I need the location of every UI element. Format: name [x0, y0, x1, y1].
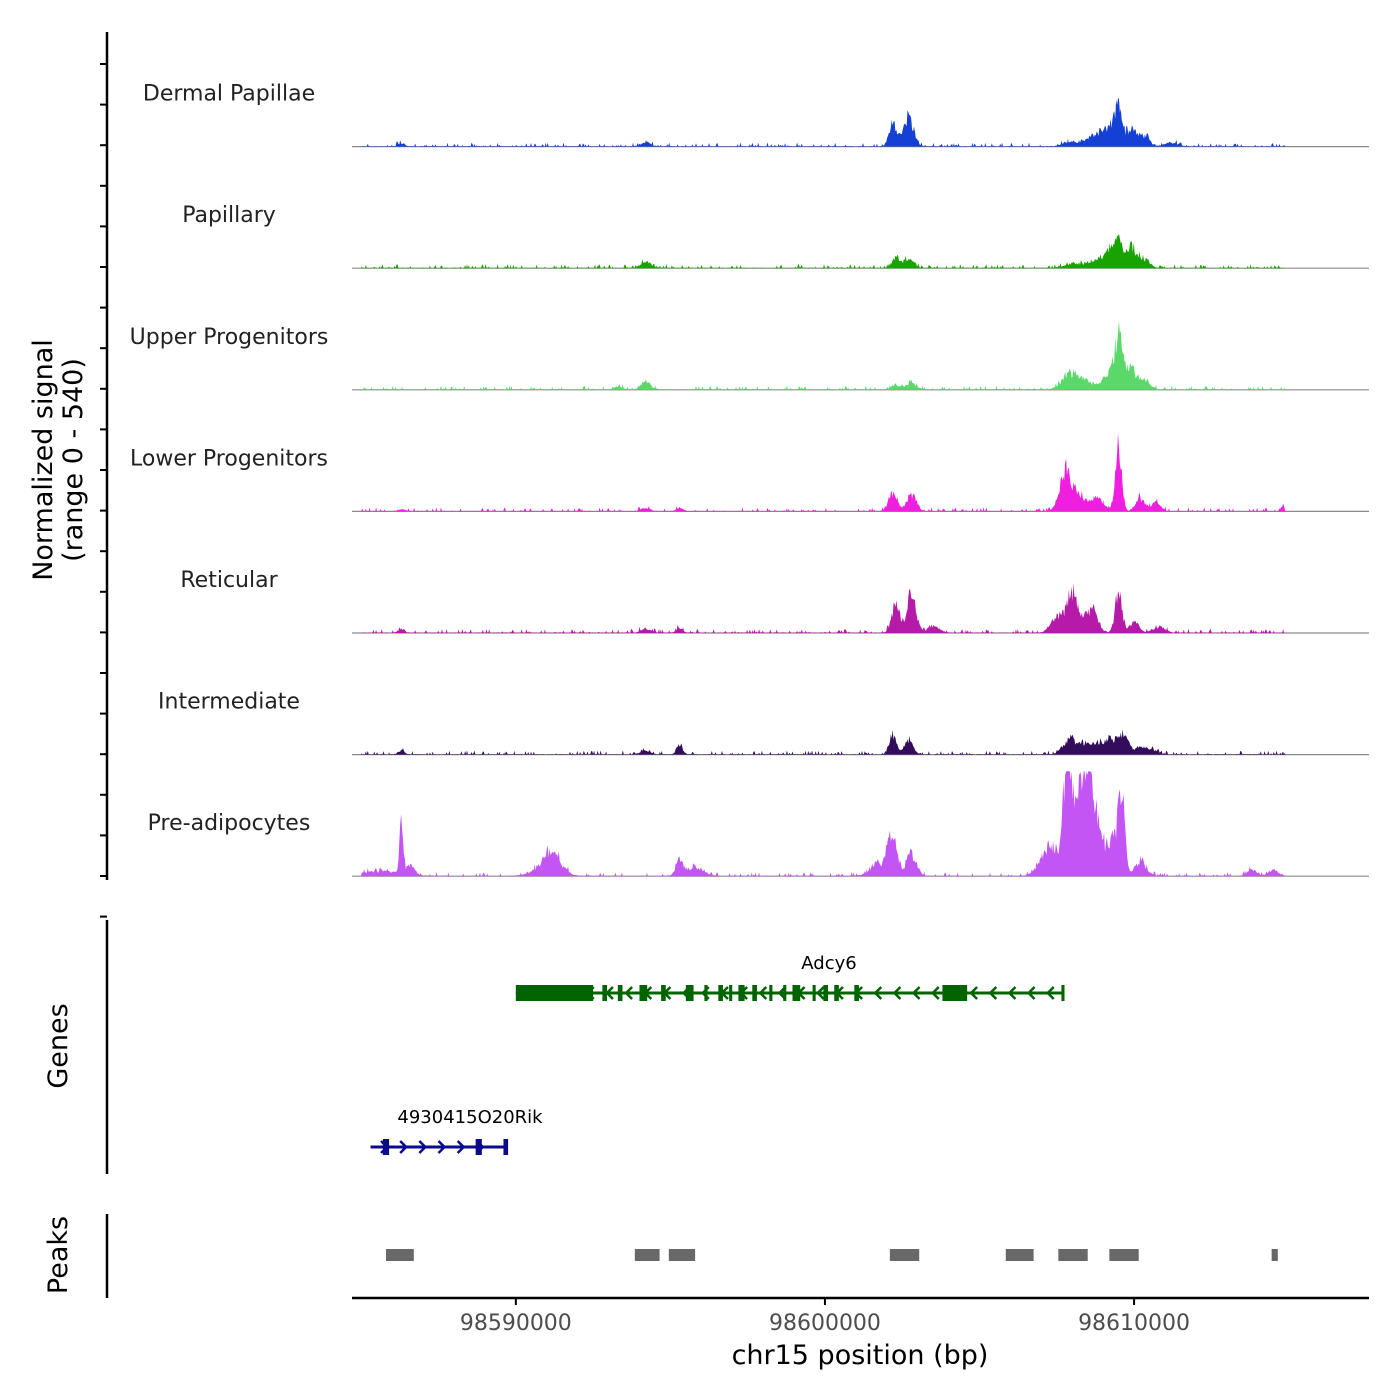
strand-arrow: [418, 1140, 428, 1154]
track-label: Papillary: [182, 203, 276, 228]
exon: [515, 985, 594, 1001]
peaks-panel-label: Peaks: [43, 1216, 74, 1294]
coverage-area: [361, 729, 1286, 755]
peak-region: [634, 1249, 660, 1261]
coverage-track: Upper Progenitors: [130, 321, 1369, 391]
strand-arrow: [456, 1140, 466, 1154]
exon: [475, 1139, 482, 1155]
exon: [661, 985, 666, 1001]
peak-region: [386, 1249, 414, 1261]
exon: [769, 985, 773, 1001]
exon: [685, 985, 694, 1001]
x-tick-label: 98590000: [460, 1311, 572, 1336]
coverage-area: [361, 771, 1286, 877]
strand-arrow: [437, 1140, 447, 1154]
strand-arrow: [758, 986, 768, 1000]
strand-arrow: [1026, 986, 1036, 1000]
strand-arrow: [1045, 986, 1055, 1000]
exon: [812, 985, 816, 1001]
exon: [942, 985, 968, 1001]
gene-name: 4930415O20Rik: [397, 1107, 543, 1128]
coverage-area: [361, 583, 1286, 633]
strand-arrow: [911, 986, 921, 1000]
coverage-area: [361, 234, 1286, 269]
gene-name: Adcy6: [801, 953, 856, 974]
coverage-area: [361, 433, 1286, 512]
x-axis-title: chr15 position (bp): [732, 1340, 989, 1371]
y-axis-title-line1: Normalized signal: [28, 339, 59, 581]
track-label: Dermal Papillae: [143, 82, 315, 107]
coverage-track: Reticular: [180, 568, 1369, 634]
track-label: Reticular: [180, 568, 278, 593]
track-label: Pre-adipocytes: [148, 811, 311, 836]
coverage-track: Pre-adipocytes: [148, 771, 1369, 877]
exon: [792, 985, 801, 1001]
exon: [729, 985, 733, 1001]
strand-arrow: [624, 986, 633, 1000]
x-axis-ticks: 98590000 98600000 98610000: [460, 1298, 1190, 1336]
coverage-y-ticks: [100, 63, 107, 918]
peak-region: [668, 1249, 696, 1261]
coverage-track: Dermal Papillae: [143, 82, 1369, 148]
exon: [382, 1139, 390, 1155]
gene-model: 4930415O20Rik: [370, 1107, 543, 1155]
x-tick-label: 98610000: [1078, 1311, 1190, 1336]
coverage-tracks: Dermal Papillae Papillary Upper Progenitor…: [130, 82, 1369, 877]
exon: [783, 985, 787, 1001]
peak-region: [1109, 1249, 1139, 1261]
gene-model: Adcy6: [515, 953, 1065, 1001]
peak-region: [1058, 1249, 1088, 1261]
coverage-track: Lower Progenitors: [130, 433, 1369, 512]
peak-region: [1271, 1249, 1278, 1261]
strand-arrow: [873, 986, 883, 1000]
track-label: Intermediate: [158, 690, 300, 715]
peak-region: [1005, 1249, 1034, 1261]
track-label: Upper Progenitors: [130, 325, 329, 350]
track-label: Lower Progenitors: [130, 446, 328, 471]
strand-arrow: [1007, 986, 1017, 1000]
strand-arrow: [816, 986, 825, 1000]
exon: [639, 985, 648, 1001]
strand-arrow: [930, 986, 940, 1000]
coverage-track: Intermediate: [158, 690, 1369, 756]
exon: [704, 985, 708, 1001]
strand-arrow: [969, 986, 978, 1000]
exon: [834, 985, 839, 1001]
x-tick-label: 98600000: [769, 1311, 881, 1336]
exon: [854, 985, 859, 1001]
gene-track: Adcy6 4930415O20Rik: [370, 953, 1065, 1155]
genes-panel-label: Genes: [43, 1003, 74, 1088]
strand-arrow: [892, 986, 902, 1000]
coverage-track: Papillary: [182, 203, 1369, 269]
peak-region: [889, 1249, 920, 1261]
y-axis-title-line2: (range 0 - 540): [58, 358, 89, 562]
exon: [752, 985, 757, 1001]
coverage-area: [361, 98, 1286, 147]
strand-arrow: [399, 1140, 408, 1154]
exon: [718, 985, 723, 1001]
exon: [617, 985, 623, 1001]
coverage-area: [361, 321, 1286, 390]
strand-arrow: [988, 986, 998, 1000]
exon: [602, 985, 608, 1001]
exon: [823, 985, 829, 1001]
exon: [1061, 985, 1065, 1001]
exon: [738, 985, 745, 1001]
exon: [503, 1139, 509, 1155]
peak-track: [386, 1249, 1278, 1261]
